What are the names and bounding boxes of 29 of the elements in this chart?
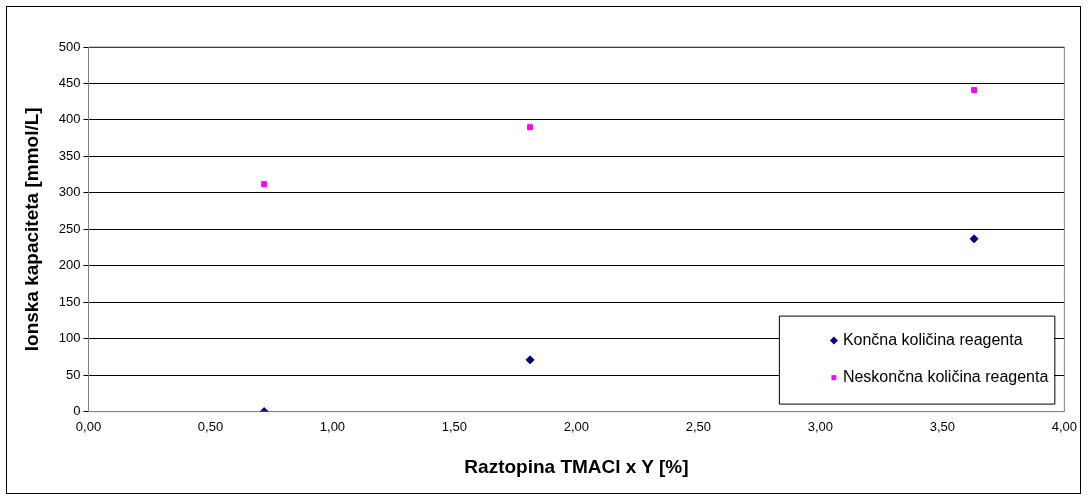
y-tick-label: 150 <box>58 293 81 309</box>
y-tick-label: 350 <box>58 147 81 163</box>
y-tick-label: 250 <box>58 220 81 236</box>
y-tick-label: 300 <box>58 184 81 200</box>
x-tick-label: 1,00 <box>319 418 346 434</box>
x-tick-label: 4,00 <box>1051 418 1078 434</box>
y-tick-label: 0 <box>73 403 81 419</box>
x-tick-label: 0,50 <box>197 418 224 434</box>
y-tick-label: 50 <box>66 366 81 382</box>
point <box>261 181 268 188</box>
y-tick-label: 200 <box>58 257 81 273</box>
y-tick-label: 500 <box>58 38 81 54</box>
x-tick-label: 3,00 <box>807 418 834 434</box>
y-tick-label: 400 <box>58 111 81 127</box>
x-tick-label: 0,00 <box>75 418 102 434</box>
legend-label: Končna količina reagenta <box>842 331 1023 349</box>
point <box>969 234 979 244</box>
x-tick-label: 2,00 <box>563 418 590 434</box>
x-tick-label: 2,50 <box>685 418 712 434</box>
y-tick-label: 450 <box>58 75 81 91</box>
point <box>527 124 534 131</box>
point <box>525 355 535 365</box>
y-tick-label: 100 <box>58 330 81 346</box>
x-tick-label: 1,50 <box>441 418 468 434</box>
legend-label: Neskončna količina reagenta <box>842 368 1049 386</box>
y-axis-title: Ionska kapaciteta [mmol/L] <box>20 107 42 352</box>
x-axis-title: Raztopina TMACl x Y [%] <box>464 455 689 477</box>
point <box>971 87 978 93</box>
x-tick-label: 3,50 <box>929 418 956 434</box>
